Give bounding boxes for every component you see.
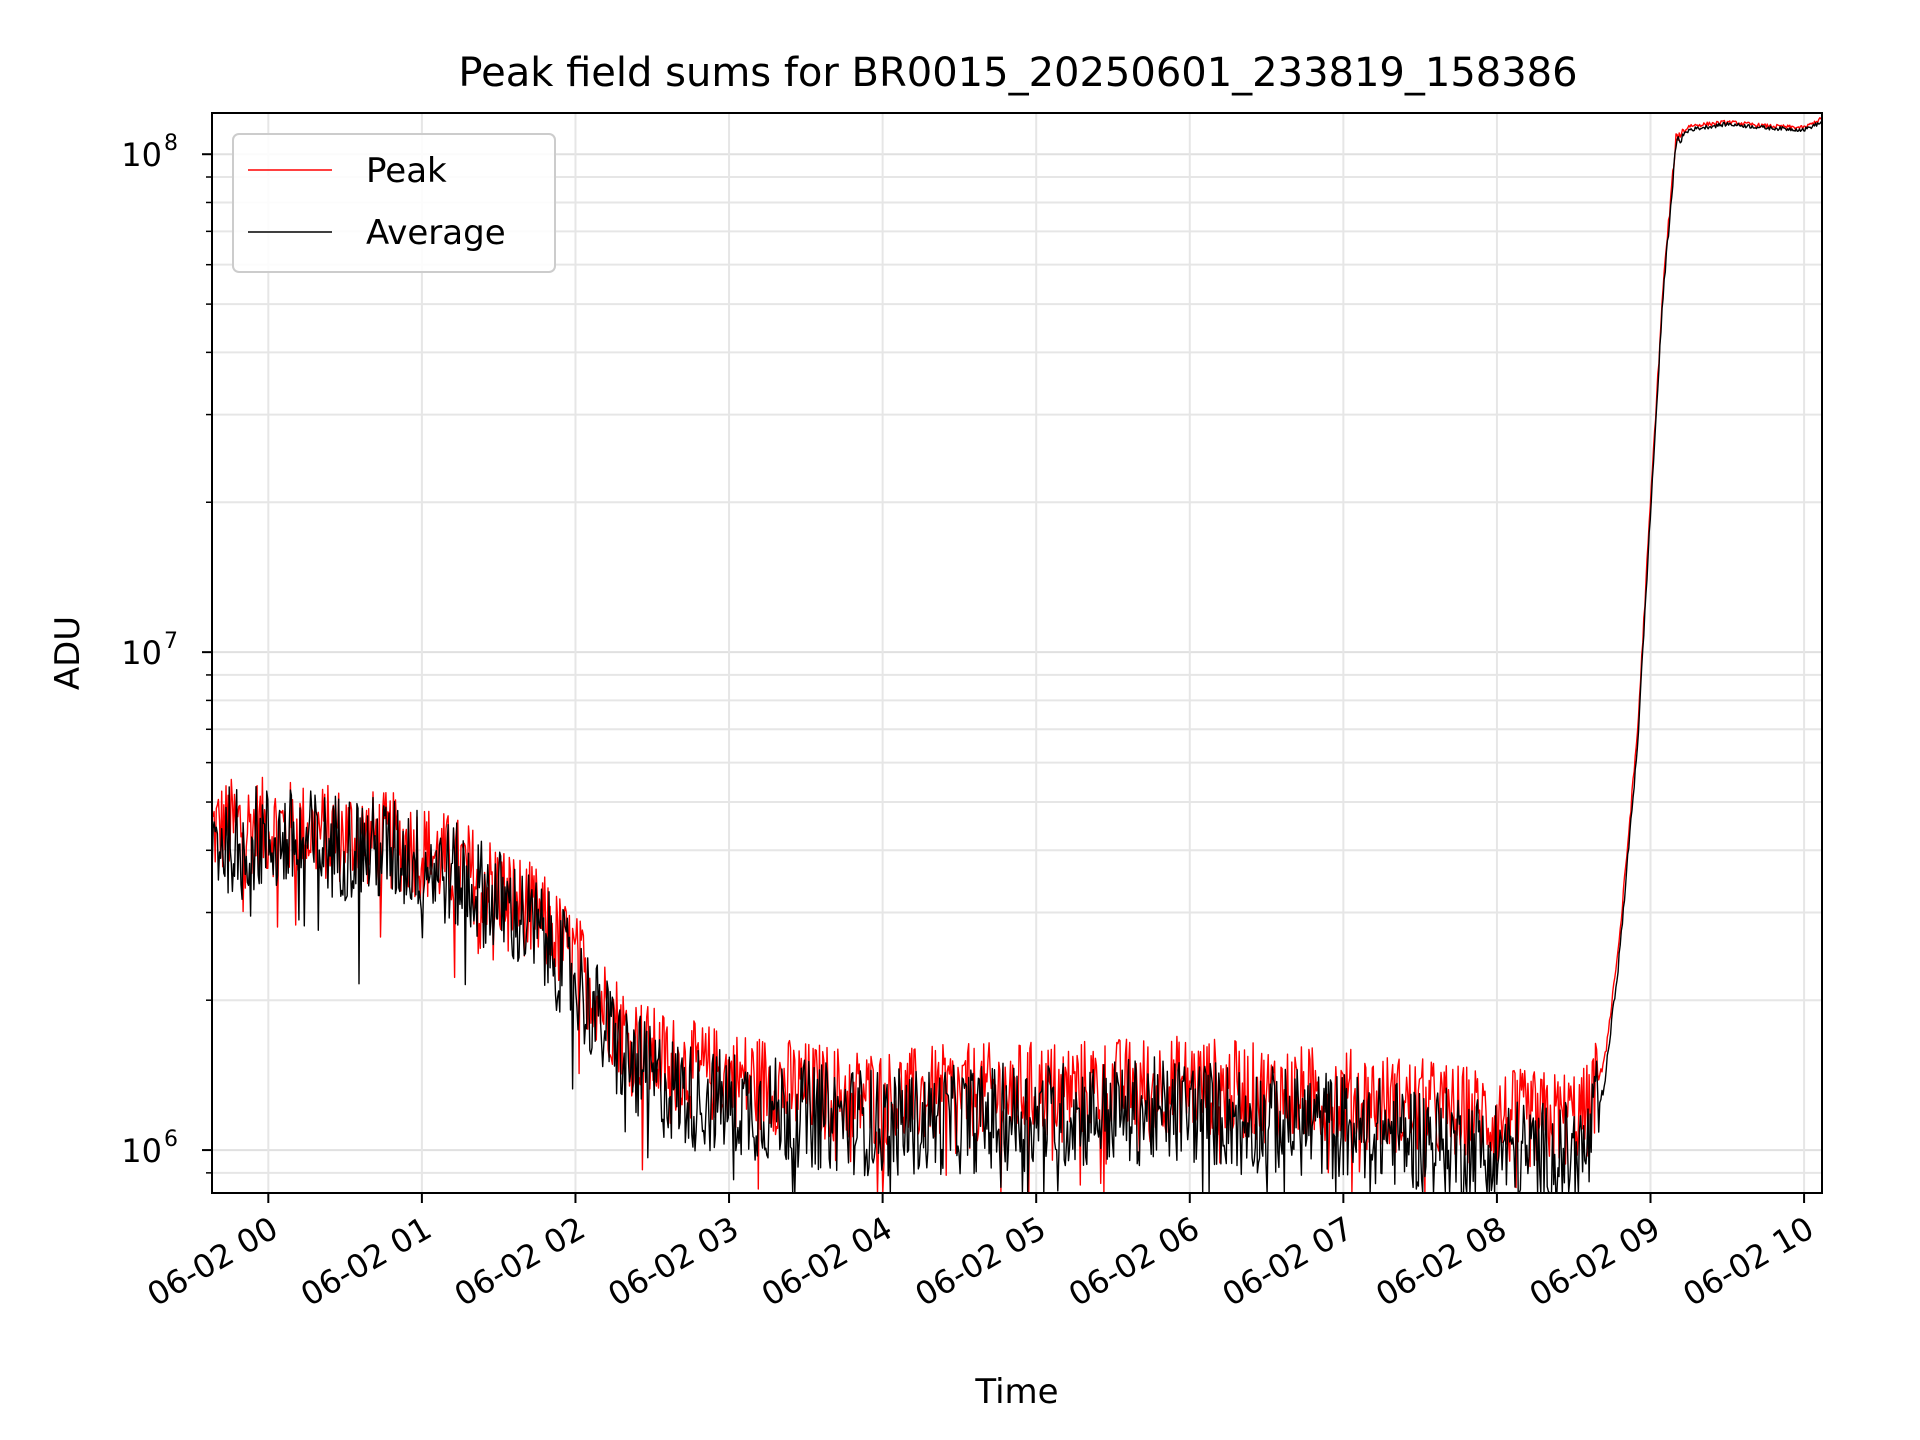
y-tick-label: 10 (121, 136, 162, 174)
x-axis-label: Time (974, 1372, 1058, 1412)
legend-label-peak: Peak (366, 151, 447, 191)
series-line-average (211, 120, 1823, 1194)
y-tick-exponent: 7 (164, 629, 178, 654)
chart-title: Peak field sums for BR0015_20250601_2338… (458, 50, 1577, 96)
legend-box (232, 133, 556, 273)
plot-area (211, 116, 1823, 1194)
y-tick-label: 10 (121, 634, 162, 672)
y-axis-label: ADU (48, 616, 88, 690)
legend: Peak Average (232, 133, 556, 273)
y-tick-label: 10 (121, 1132, 162, 1170)
y-tick-exponent: 8 (164, 131, 178, 156)
y-tick-exponent: 6 (164, 1127, 178, 1152)
legend-label-average: Average (366, 213, 506, 253)
